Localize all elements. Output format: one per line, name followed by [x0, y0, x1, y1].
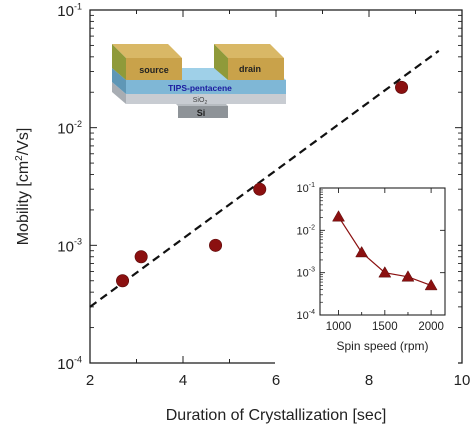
inset-x-tick-label: 2000 — [418, 321, 444, 333]
device-schematic: Si SiO2 TIPS-pentacene source drain — [112, 44, 286, 118]
inset-data-point — [355, 245, 369, 258]
semiconductor-label: TIPS-pentacene — [168, 83, 232, 93]
data-point — [253, 182, 267, 196]
y-axis-label: Mobility [cm2/Vs] — [14, 128, 32, 246]
data-point — [209, 238, 223, 252]
gate-label: Si — [197, 108, 206, 118]
inset-frame — [319, 187, 446, 316]
x-tick-label: 10 — [454, 372, 471, 389]
inset-y-tick-label: 10-4 — [297, 309, 316, 322]
data-point — [134, 250, 148, 264]
drain-side — [214, 44, 228, 80]
gate-side — [178, 106, 228, 118]
x-tick-label: 6 — [272, 372, 280, 389]
dielectric-side — [112, 82, 126, 104]
inset-x-tick-label: 1000 — [326, 321, 352, 333]
drain-top — [214, 44, 284, 58]
inset-background — [275, 180, 458, 365]
drain-front — [228, 58, 284, 80]
inset-x-axis-label: Spin speed (rpm) — [336, 339, 428, 353]
inset-y-tick-label: 10-3 — [297, 267, 316, 280]
y-tick-label: 10-3 — [57, 237, 82, 256]
y-tick-label: 10-4 — [57, 354, 82, 373]
fit-line — [89, 49, 440, 308]
y-tick-label: 10-1 — [57, 1, 82, 20]
inset-data-point — [378, 266, 392, 278]
inset-y-tick-label: 10-2 — [297, 224, 316, 237]
inset-data-point — [424, 278, 438, 291]
inset-plot-area: 1000 1500 2000 10-4 10-3 10-2 10-1 Spin speed (… — [275, 180, 458, 365]
source-top — [112, 44, 182, 58]
inset-data-point — [401, 270, 415, 282]
x-tick-label: 8 — [365, 372, 373, 389]
drain-label: drain — [239, 64, 261, 74]
y-tick-label: 10-2 — [57, 119, 82, 138]
x-axis-label: Duration of Crystallization [sec] — [166, 407, 387, 424]
data-point — [395, 80, 409, 94]
dielectric-label: SiO2 — [193, 97, 208, 106]
semiconductor-side — [112, 68, 126, 94]
main-plot-area: 2 4 6 8 10 10-4 10-3 10-2 10-1 Duration of Crysta… — [14, 1, 470, 424]
source-front — [126, 58, 182, 80]
inset-y-tick-label: 10-1 — [297, 182, 316, 195]
x-tick-label: 2 — [86, 372, 94, 389]
data-point — [116, 274, 130, 288]
inset-x-tick-label: 1500 — [372, 321, 398, 333]
source-side — [112, 44, 126, 80]
source-label: source — [139, 65, 169, 75]
x-tick-label: 4 — [179, 372, 187, 389]
dielectric-front — [126, 94, 286, 104]
semiconductor-front — [126, 80, 286, 94]
inset-data-point — [332, 210, 345, 222]
